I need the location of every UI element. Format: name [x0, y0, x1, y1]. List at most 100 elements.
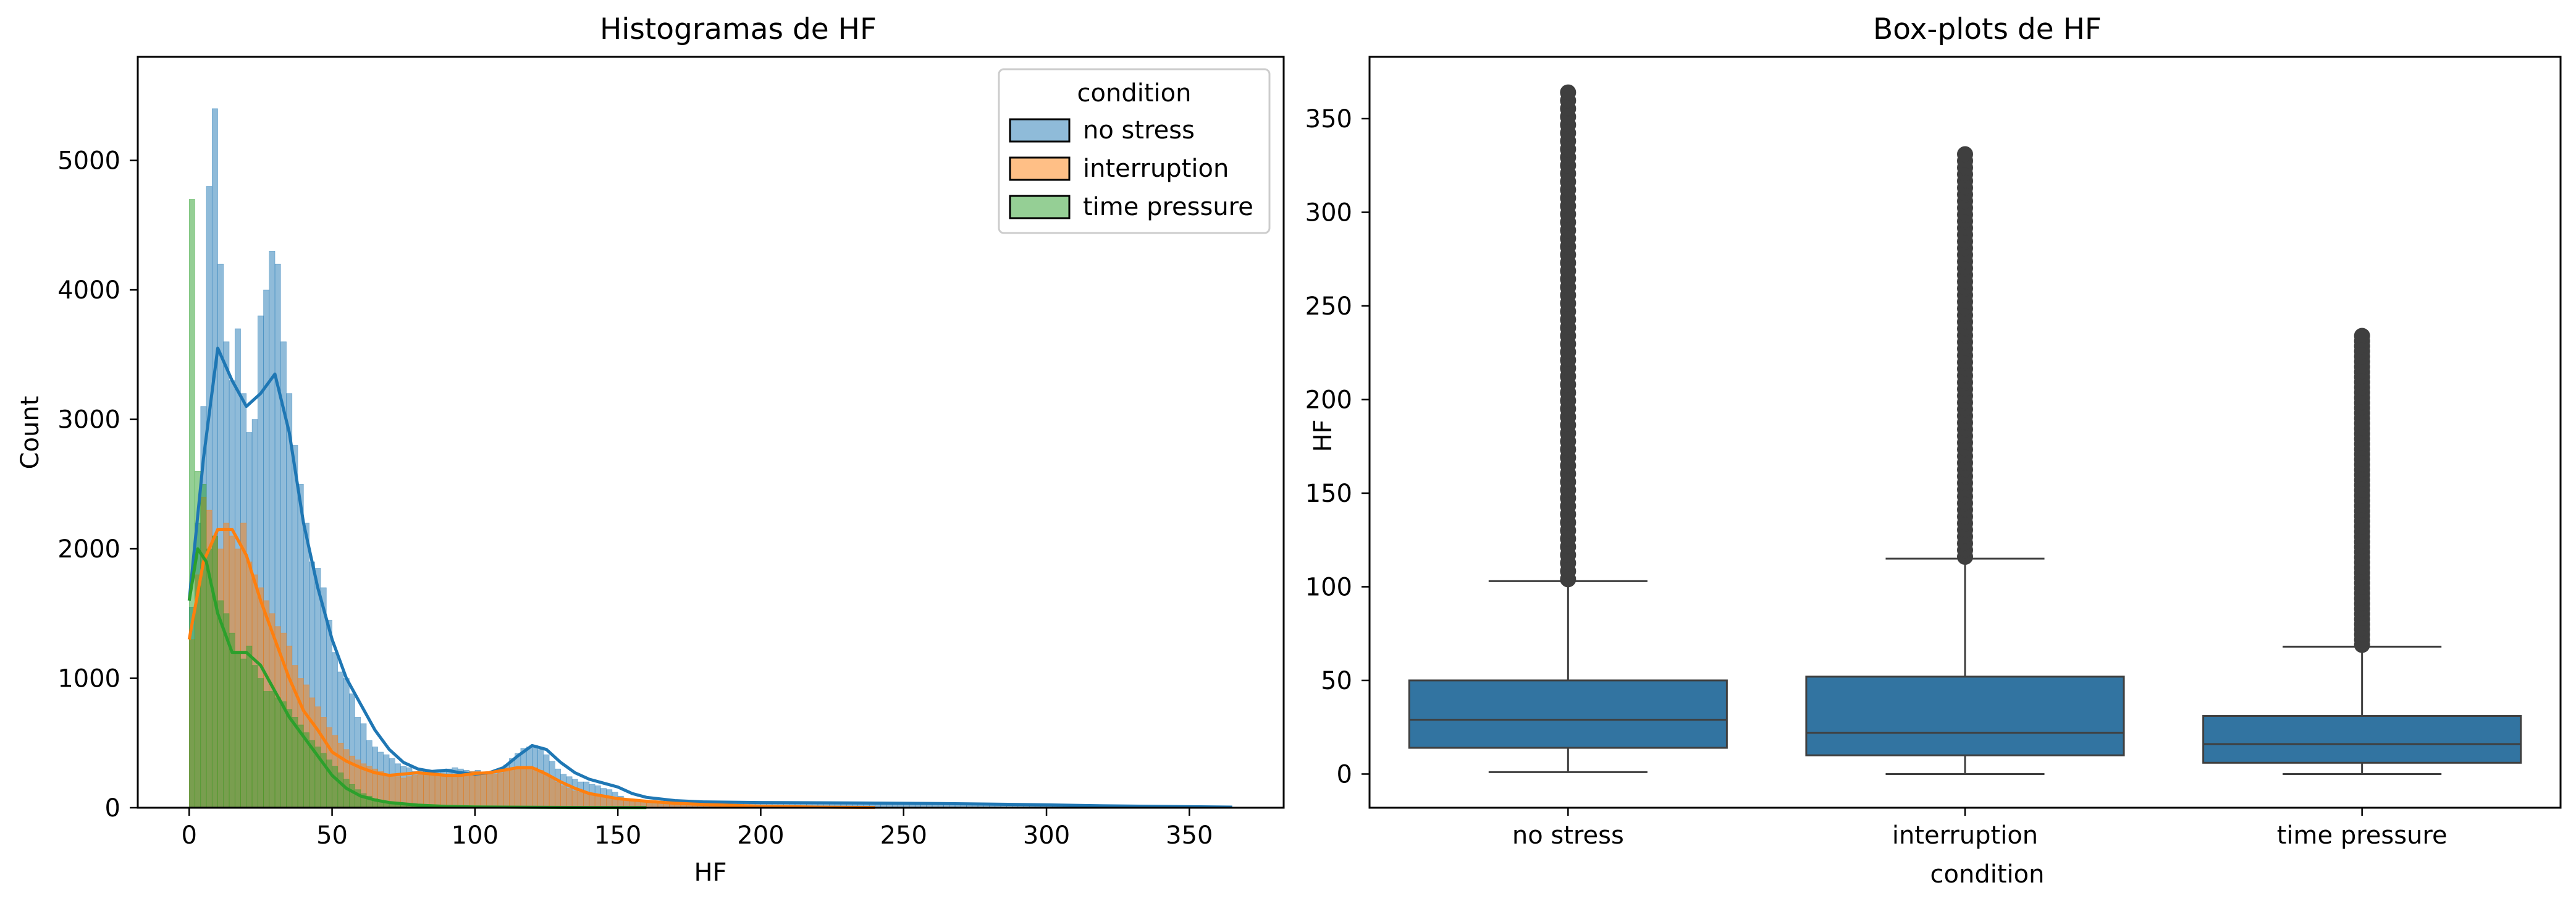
iqr-box — [2202, 715, 2522, 764]
y-tick-label: 1000 — [57, 665, 120, 693]
outliers — [1560, 84, 1576, 588]
y-tick-label: 2000 — [57, 535, 120, 564]
legend-swatch — [1009, 118, 1071, 143]
iqr-box — [1805, 675, 2125, 756]
outlier-point — [2354, 328, 2370, 344]
histogram-bar — [343, 779, 350, 808]
histogram-bar — [571, 790, 578, 808]
histogram-bar — [332, 766, 339, 808]
legend-title: condition — [1077, 79, 1192, 108]
legend-label: no stress — [1083, 116, 1195, 145]
histogram-kde-lines — [187, 346, 1232, 810]
box-time-pressure — [2202, 328, 2522, 775]
histogram-bar — [474, 771, 481, 808]
histogram-bar — [526, 766, 532, 808]
x-tick-label: time pressure — [2277, 821, 2448, 850]
histogram-bars — [188, 108, 1230, 808]
boxplot-x-label: condition — [1930, 860, 2045, 889]
histogram-bar — [509, 768, 515, 808]
outlier-point — [1560, 84, 1576, 101]
boxplot-panel: Box-plots de HF no stress interruption tim… — [1305, 12, 2562, 889]
y-tick-label: 0 — [105, 794, 120, 823]
x-tick-label: no stress — [1512, 821, 1624, 850]
outlier-point — [1957, 146, 1973, 163]
histogram-x-ticks: 0 50 100 150 200 250 300 350 — [182, 808, 1213, 850]
histogram-bar — [269, 691, 276, 808]
histogram-bar — [457, 774, 464, 808]
boxplot-boxes — [1408, 84, 2522, 775]
histogram-bar — [292, 717, 298, 808]
histogram-y-label: Count — [16, 396, 44, 470]
histogram-bar — [429, 774, 436, 808]
histogram-bar — [497, 773, 504, 808]
boxplot-y-label: HF — [1309, 419, 1337, 452]
histogram-bar — [257, 678, 264, 808]
legend-frame — [998, 68, 1271, 234]
histogram-panel: Histogramas de HF 0 50 100 150 200 250 300 350 … — [16, 12, 1285, 887]
x-tick-label: 250 — [880, 821, 927, 850]
x-tick-label: interruption — [1892, 821, 2038, 850]
legend-item-no-stress: no stress — [1009, 116, 1195, 145]
histogram-series-time-pressure — [188, 199, 1230, 808]
histogram-x-label: HF — [694, 858, 726, 887]
histogram-bar — [423, 773, 430, 808]
histogram-bar — [246, 645, 253, 808]
x-tick-label: 100 — [452, 821, 499, 850]
boxplot-title: Box-plots de HF — [1873, 12, 2102, 46]
histogram-bar — [578, 792, 584, 808]
histogram-bar — [251, 665, 258, 808]
x-tick-label: 200 — [737, 821, 784, 850]
kde-line-interruption — [187, 528, 875, 810]
histogram-bar — [349, 784, 355, 808]
histogram-bar — [234, 652, 241, 808]
x-tick-label: 50 — [316, 821, 348, 850]
histogram-bar — [463, 773, 469, 808]
histogram-bar — [263, 691, 270, 808]
legend-item-time-pressure: time pressure — [1009, 193, 1253, 221]
histogram-bar — [411, 775, 418, 808]
histogram-bar — [520, 766, 527, 808]
histogram-bar — [188, 199, 195, 808]
kde-line-time-pressure — [187, 547, 647, 810]
histogram-y-ticks: 0 1000 2000 3000 4000 5000 — [57, 147, 138, 823]
outliers — [2354, 328, 2370, 653]
histogram-bar — [446, 776, 453, 808]
histogram-bar — [543, 774, 550, 808]
histogram-bar — [434, 775, 441, 808]
histogram-legend: condition no stress interruption time pr… — [998, 68, 1271, 234]
legend-swatch — [1009, 195, 1071, 219]
box-no-stress — [1408, 84, 1728, 773]
boxplot-y-ticks: 0 50 100 150 200 250 300 350 — [1305, 105, 1370, 789]
y-tick-label: 50 — [1321, 667, 1352, 695]
histogram-bar — [486, 774, 492, 808]
x-tick-label: 300 — [1023, 821, 1070, 850]
histogram-axes-frame — [137, 56, 1285, 809]
y-tick-label: 300 — [1305, 198, 1352, 227]
histogram-bar — [492, 774, 499, 808]
y-tick-label: 4000 — [57, 276, 120, 305]
x-tick-label: 0 — [182, 821, 197, 850]
histogram-bar — [560, 785, 567, 808]
legend-label: time pressure — [1083, 193, 1253, 221]
box-interruption — [1805, 146, 2125, 775]
histogram-bar — [583, 793, 590, 808]
histogram-bar — [555, 781, 561, 808]
histogram-bar — [274, 697, 281, 808]
iqr-box — [1408, 679, 1728, 749]
histogram-bar — [537, 769, 544, 808]
histogram-bar — [549, 777, 555, 808]
histogram-bar — [240, 658, 247, 808]
histogram-bar — [532, 767, 538, 808]
histogram-bar — [217, 600, 224, 808]
y-tick-label: 0 — [1337, 760, 1352, 789]
outliers — [1957, 146, 1973, 565]
legend-swatch — [1009, 156, 1071, 181]
histogram-bar — [337, 773, 344, 808]
histogram-bar — [440, 776, 447, 808]
x-tick-label: 350 — [1166, 821, 1213, 850]
y-tick-label: 150 — [1305, 480, 1352, 508]
histogram-bar — [200, 483, 207, 808]
histogram-bar — [211, 535, 218, 808]
